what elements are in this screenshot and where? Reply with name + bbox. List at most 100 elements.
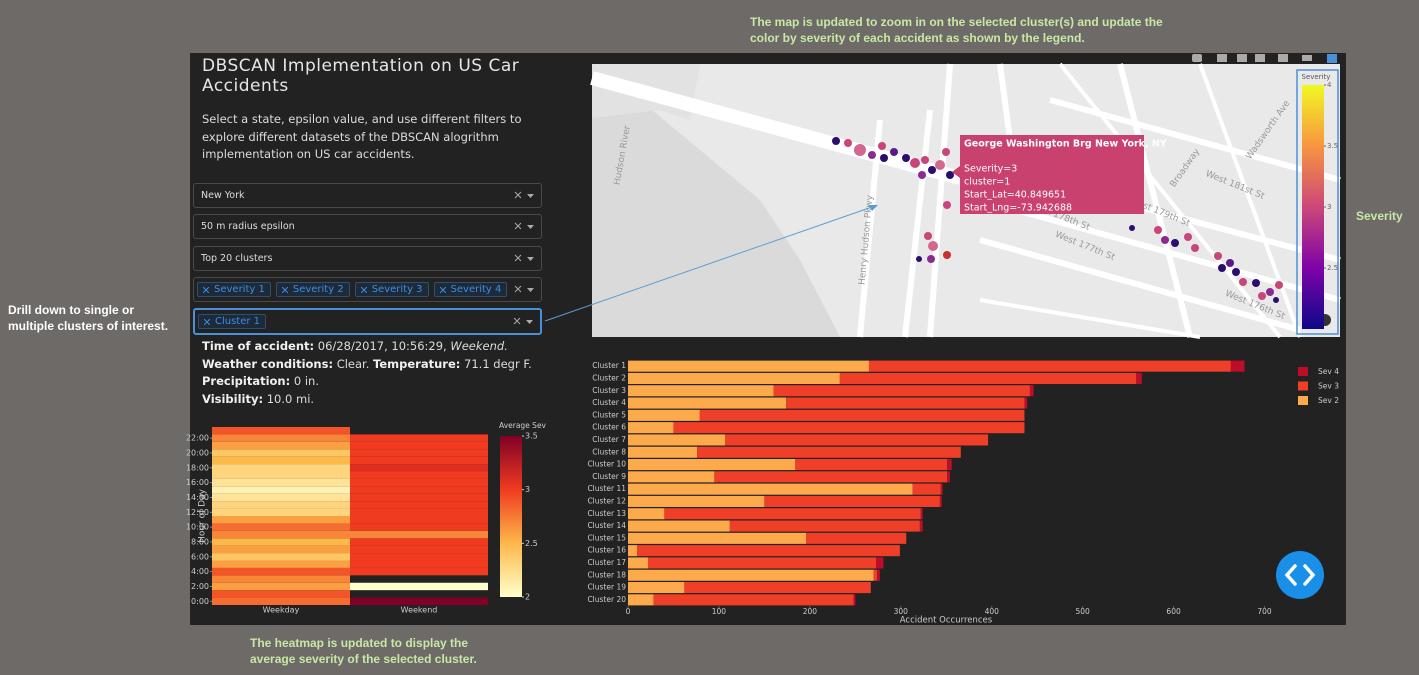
legend-swatch <box>1298 396 1308 405</box>
accident-point <box>1214 252 1222 260</box>
state-dropdown[interactable]: New York <box>193 183 542 208</box>
tag-label: Severity 4 <box>450 284 502 295</box>
bar-segment <box>764 495 940 507</box>
accident-point <box>878 142 886 150</box>
bar-segment <box>628 409 700 421</box>
info-value: 06/28/2017, 10:56:29, <box>317 339 447 353</box>
y-tick-label: Cluster 20 <box>587 595 626 604</box>
bar-segment <box>773 385 1030 397</box>
heatmap-cell <box>212 427 350 435</box>
tag[interactable]: Severity 2 <box>275 282 350 297</box>
tooltip: George Washington Brg New York, NY Sever… <box>952 135 1167 214</box>
callout-arrow <box>544 206 873 322</box>
code-button[interactable] <box>1276 551 1324 599</box>
tag[interactable]: Severity 3 <box>354 282 429 297</box>
heatmap-cell <box>212 464 350 472</box>
tag[interactable]: Severity 1 <box>197 282 271 297</box>
tag-label: Cluster 1 <box>215 316 261 327</box>
accident-point <box>1171 239 1179 247</box>
y-tick-label: 10:00 <box>186 523 209 532</box>
heatmap-cell <box>212 582 350 591</box>
y-tick-label: Cluster 19 <box>587 583 626 592</box>
cluster-dropdown[interactable]: Cluster 1 <box>193 308 542 335</box>
heatmap-cell <box>350 478 488 487</box>
dropdown-icons[interactable] <box>513 317 535 327</box>
accident-point <box>1273 297 1279 303</box>
accident-point <box>854 144 866 156</box>
heatmap-cell <box>350 464 488 472</box>
bar-segment <box>628 569 874 581</box>
dropdown-icons[interactable] <box>514 254 536 264</box>
y-tick-label: Cluster 5 <box>592 410 626 419</box>
colorbar-highlight <box>1296 69 1339 335</box>
colorbar-tick-label: 2.5 <box>1327 264 1338 272</box>
bar-segment <box>786 397 1025 409</box>
x-tick-label: 300 <box>894 607 909 616</box>
legend-swatch <box>1298 367 1308 376</box>
accident-point <box>916 256 922 262</box>
heatmap-cell <box>350 441 488 450</box>
dropdown-icons[interactable] <box>514 285 536 295</box>
y-tick-label: Cluster 18 <box>587 570 626 579</box>
info-value: 71.1 degr F. <box>464 356 532 371</box>
bar-segment <box>725 434 989 446</box>
tag[interactable]: Cluster 1 <box>198 314 267 329</box>
heatmap-cell <box>350 597 488 605</box>
y-tick-label: Cluster 2 <box>592 373 626 382</box>
tag[interactable]: Severity 4 <box>433 282 508 297</box>
bar-segment <box>1136 372 1142 384</box>
annotation: The map is updated to zoom in on the sel… <box>750 15 1163 45</box>
info-label: Visibility: <box>202 391 264 406</box>
accident-point <box>1226 259 1234 267</box>
tooltip-line: Severity=3 <box>964 164 1017 175</box>
accident-point <box>928 166 936 174</box>
bar-segment <box>628 483 913 495</box>
heatmap-cell <box>212 434 350 442</box>
heatmap-cell <box>212 575 350 583</box>
y-tick-label: Cluster 13 <box>587 509 626 518</box>
bar-segment <box>697 446 961 458</box>
accident-point <box>1266 288 1274 296</box>
button-icon <box>1284 564 1316 586</box>
button-circle[interactable] <box>1276 551 1324 599</box>
y-tick-label: 18:00 <box>186 463 209 472</box>
y-tick-label: Cluster 6 <box>592 423 626 432</box>
heatmap-cell <box>212 590 350 598</box>
accident-point <box>1184 233 1192 241</box>
y-tick-label: Cluster 11 <box>587 484 626 493</box>
y-tick-label: 6:00 <box>191 552 209 561</box>
severity-dropdown[interactable]: Severity 1 Severity 2 Severity 3 Severit… <box>193 277 542 302</box>
dropdown-icons[interactable] <box>514 191 536 201</box>
epsilon-dropdown[interactable]: 50 m radius epsilon <box>193 214 542 239</box>
heatmap-cell <box>350 508 488 516</box>
description: Select a state, epsilon value, and use d… <box>202 112 522 161</box>
accident-point <box>1275 281 1283 289</box>
dropdown-icons[interactable] <box>514 222 536 232</box>
heatmap-cell <box>212 567 350 576</box>
legend-label: Sev 2 <box>1318 396 1339 405</box>
y-tick-label: Cluster 1 <box>592 361 626 370</box>
bar-segment <box>876 557 884 569</box>
accident-point <box>942 148 950 156</box>
bar-segment <box>940 483 943 495</box>
heatmap-cell <box>350 486 488 494</box>
heatmap-cell <box>212 538 350 546</box>
accident-point <box>943 251 951 259</box>
accident-point <box>868 151 876 159</box>
accident-point <box>1258 292 1266 300</box>
heatmap-cell <box>212 486 350 494</box>
bar-segment <box>699 409 1025 421</box>
tooltip-box <box>960 135 1144 214</box>
colorbar-title: Average Sev <box>499 421 547 430</box>
tooltip-pointer <box>952 166 960 178</box>
heatmap-cell <box>212 441 350 450</box>
colorbar-tick-label: 3 <box>1327 203 1331 211</box>
tag-label: Severity 3 <box>371 284 423 295</box>
accident-point <box>943 201 951 209</box>
legend-label: Sev 3 <box>1318 382 1339 391</box>
bar-segment <box>653 594 854 606</box>
clusters-dropdown[interactable]: Top 20 clusters <box>193 246 542 271</box>
heatmap-cell <box>212 545 350 554</box>
modebar[interactable] <box>1192 54 1337 63</box>
heatmap-cell <box>212 478 350 487</box>
